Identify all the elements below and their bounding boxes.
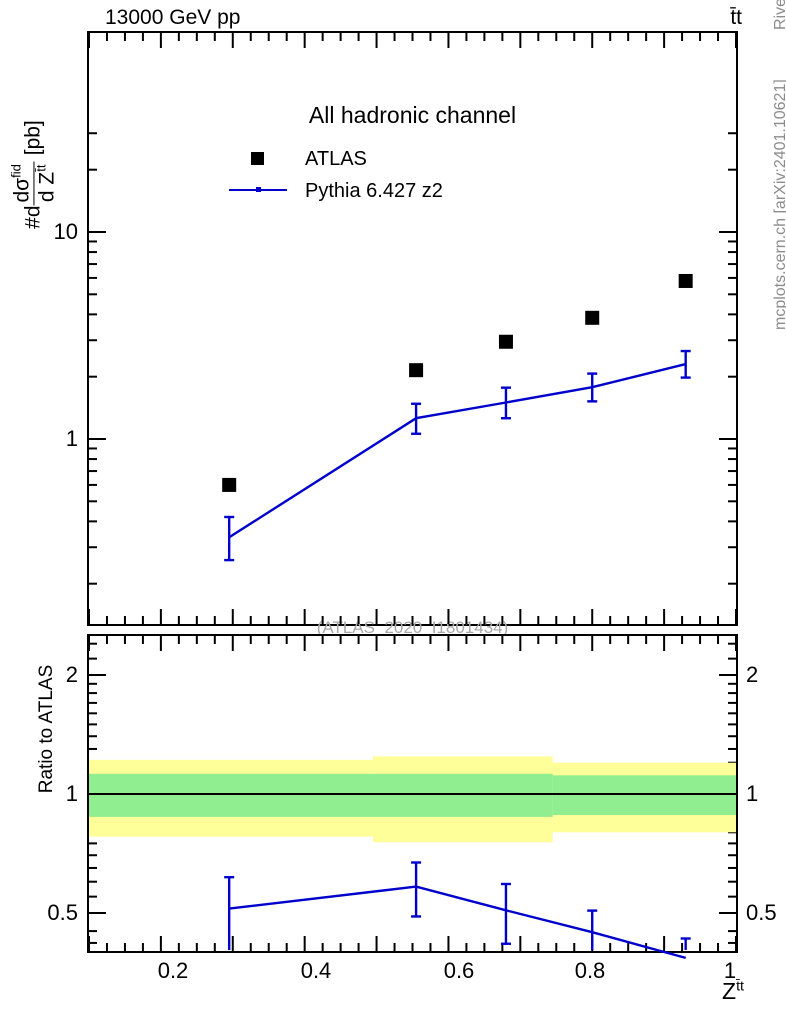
ratio-plot-graphics <box>88 636 737 960</box>
y-title-denominator: d Zt̄t <box>33 164 59 203</box>
xtick-label-3: 0.8 <box>574 958 606 983</box>
ratio-ytick-label-1-left: 1 <box>65 781 78 806</box>
data-marker <box>222 477 237 492</box>
ratio-mc-line <box>229 885 687 960</box>
main-plot-panel: All hadronic channel (ATLAS_2020_I180143… <box>87 31 738 637</box>
main-y-axis-title: #d dσfid d Zt̄t [pb] <box>8 45 59 305</box>
main-plot-graphics <box>88 33 737 624</box>
ratio-ytick-label-1-right: 1 <box>746 781 759 806</box>
y-title-numerator: dσfid <box>8 161 35 206</box>
ratio-ytick-label-05-right: 0.5 <box>746 900 777 925</box>
legend-key-square <box>229 141 291 173</box>
y-title-unit: [pb] <box>21 120 45 156</box>
process-label: t̄t <box>730 6 742 29</box>
ratio-inner-band <box>552 775 736 815</box>
mc-line <box>228 362 686 539</box>
legend-label-atlas: ATLAS <box>305 148 367 170</box>
ratio-ytick-label-2-left: 2 <box>65 662 78 687</box>
xtick-label-1: 0.4 <box>300 958 332 983</box>
data-marker <box>498 334 513 349</box>
analysis-id-watermark: (ATLAS_2020_I1801434) <box>316 618 509 637</box>
rivet-version-label: Rivet 4.1.0, 100k events <box>772 0 786 30</box>
main-ytick-label-10: 10 <box>53 219 78 244</box>
ratio-inner-band <box>89 773 373 817</box>
xtick-label-2: 0.6 <box>443 958 475 983</box>
data-marker <box>678 273 693 288</box>
ratio-plot-panel <box>87 634 738 960</box>
mcplots-reference-label: mcplots.cern.ch [arXiv:2401.10621] <box>772 79 786 330</box>
ratio-inner-band <box>372 773 553 817</box>
ratio-ytick-label-2-right: 2 <box>746 662 759 687</box>
data-marker <box>585 310 600 325</box>
plot-title: All hadronic channel <box>308 102 517 128</box>
collision-energy-label: 13000 GeV pp <box>105 6 241 29</box>
data-marker <box>409 363 424 378</box>
ratio-ytick-label-05-left: 0.5 <box>47 900 78 925</box>
y-title-fraction: dσfid d Zt̄t <box>8 161 59 206</box>
x-axis-title: Zt̄t <box>722 978 744 1004</box>
legend-key-line <box>229 173 291 205</box>
legend-label-pythia: Pythia 6.427 z2 <box>305 180 443 202</box>
xtick-label-4: 1 <box>723 958 737 983</box>
xtick-label-0: 0.2 <box>157 958 189 983</box>
main-ytick-label-1: 1 <box>65 426 78 451</box>
